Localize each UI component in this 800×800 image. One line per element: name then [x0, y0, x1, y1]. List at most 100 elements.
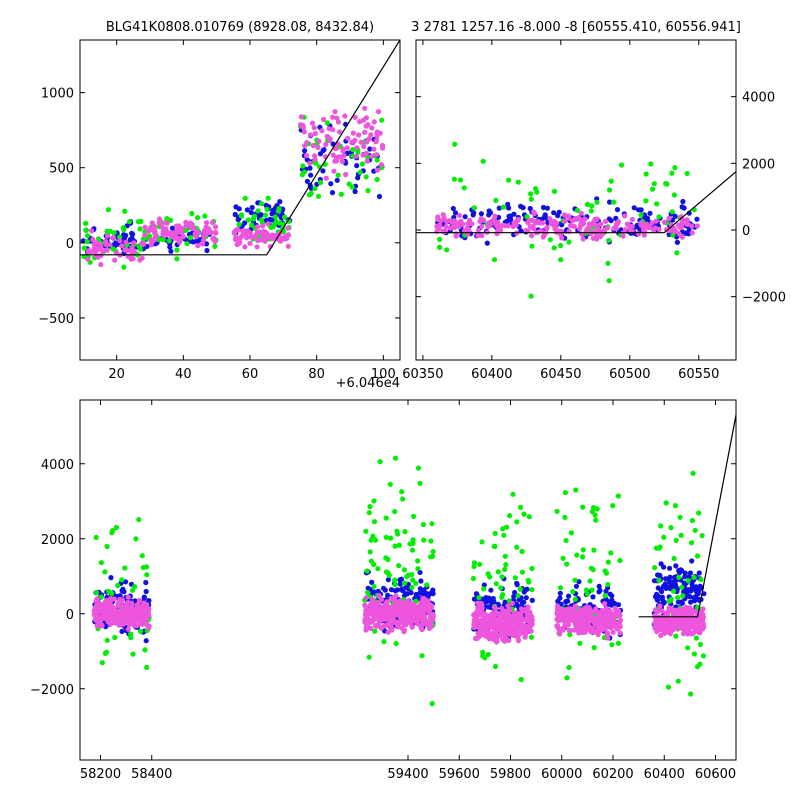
data-point	[483, 631, 489, 637]
data-point	[650, 186, 656, 192]
data-point	[371, 146, 377, 152]
data-point	[344, 145, 350, 151]
data-point	[361, 143, 367, 150]
data-point	[540, 220, 546, 226]
axes-frame	[79, 39, 401, 361]
data-point	[566, 593, 572, 599]
data-point	[571, 627, 577, 633]
data-point	[144, 572, 150, 578]
data-point	[350, 147, 356, 153]
data-point	[522, 630, 528, 636]
data-point	[320, 168, 326, 174]
data-point	[484, 240, 490, 246]
data-point	[365, 188, 371, 194]
data-point	[375, 566, 381, 572]
data-point	[516, 622, 522, 629]
data-point	[510, 491, 516, 497]
data-point	[394, 609, 400, 616]
data-point	[671, 192, 678, 198]
data-point	[679, 600, 686, 606]
data-point	[332, 109, 338, 115]
data-point	[600, 627, 606, 633]
data-point	[684, 217, 690, 223]
data-point	[212, 243, 218, 249]
data-point	[563, 537, 569, 544]
data-point	[555, 598, 561, 605]
data-point	[672, 503, 679, 509]
data-point	[675, 599, 682, 605]
data-point	[407, 541, 413, 547]
data-point	[606, 237, 612, 243]
data-point	[436, 225, 442, 231]
data-point	[658, 626, 664, 633]
data-point	[363, 174, 369, 180]
data-point	[529, 597, 535, 604]
data-point	[482, 655, 488, 661]
data-point	[679, 234, 685, 240]
data-point	[321, 116, 327, 123]
data-point	[397, 620, 403, 626]
data-point	[316, 138, 322, 144]
data-point	[589, 587, 595, 593]
data-point	[470, 575, 476, 582]
panel-top-right: 60350 60400 60450 60500 60550 −2000 0 2000 4000	[402, 39, 786, 382]
data-point	[411, 607, 417, 613]
data-point	[634, 224, 640, 230]
data-point	[143, 588, 149, 595]
data-point	[408, 590, 414, 596]
data-point	[515, 593, 521, 599]
data-point	[203, 241, 210, 247]
data-point	[429, 701, 435, 707]
data-point	[129, 230, 135, 236]
data-point	[511, 211, 517, 217]
data-point	[132, 584, 138, 590]
data-point	[408, 621, 414, 627]
data-point	[99, 660, 105, 666]
data-point	[587, 578, 593, 584]
data-point	[590, 616, 596, 622]
data-point	[376, 193, 383, 200]
data-point	[576, 579, 582, 585]
data-point	[696, 570, 702, 576]
x-tick-label: 60400	[644, 767, 685, 782]
data-point	[160, 237, 166, 243]
data-point	[568, 223, 574, 229]
data-point	[393, 593, 399, 599]
data-point	[511, 593, 517, 600]
data-point	[526, 514, 532, 520]
data-point	[562, 490, 569, 496]
data-point	[611, 199, 617, 205]
data-point	[596, 227, 603, 233]
data-point	[478, 632, 484, 638]
data-point	[498, 223, 504, 229]
data-point	[512, 575, 518, 581]
data-point	[254, 224, 260, 230]
data-point	[397, 577, 403, 583]
data-point	[183, 219, 189, 225]
data-point	[83, 227, 89, 233]
data-point	[285, 243, 291, 249]
data-point	[248, 210, 254, 216]
data-point	[376, 593, 382, 599]
data-point	[352, 137, 358, 143]
data-point	[392, 577, 398, 583]
data-point	[590, 594, 596, 600]
data-point	[591, 645, 597, 651]
title-left: BLG41K0808.010769 (8928.08, 8432.84)	[106, 20, 374, 35]
data-point	[514, 580, 520, 587]
data-point	[667, 574, 673, 580]
data-point	[81, 245, 87, 251]
data-point	[602, 593, 608, 599]
data-point	[462, 214, 468, 220]
data-point	[112, 257, 118, 263]
data-point	[358, 139, 364, 145]
data-point	[589, 203, 595, 209]
data-point	[668, 525, 674, 531]
y-tick-label: −500	[38, 312, 74, 327]
data-point	[261, 237, 267, 244]
data-point	[334, 177, 340, 183]
data-point	[127, 621, 133, 627]
data-point	[557, 612, 563, 618]
data-point	[696, 629, 702, 635]
data-point	[326, 126, 332, 132]
